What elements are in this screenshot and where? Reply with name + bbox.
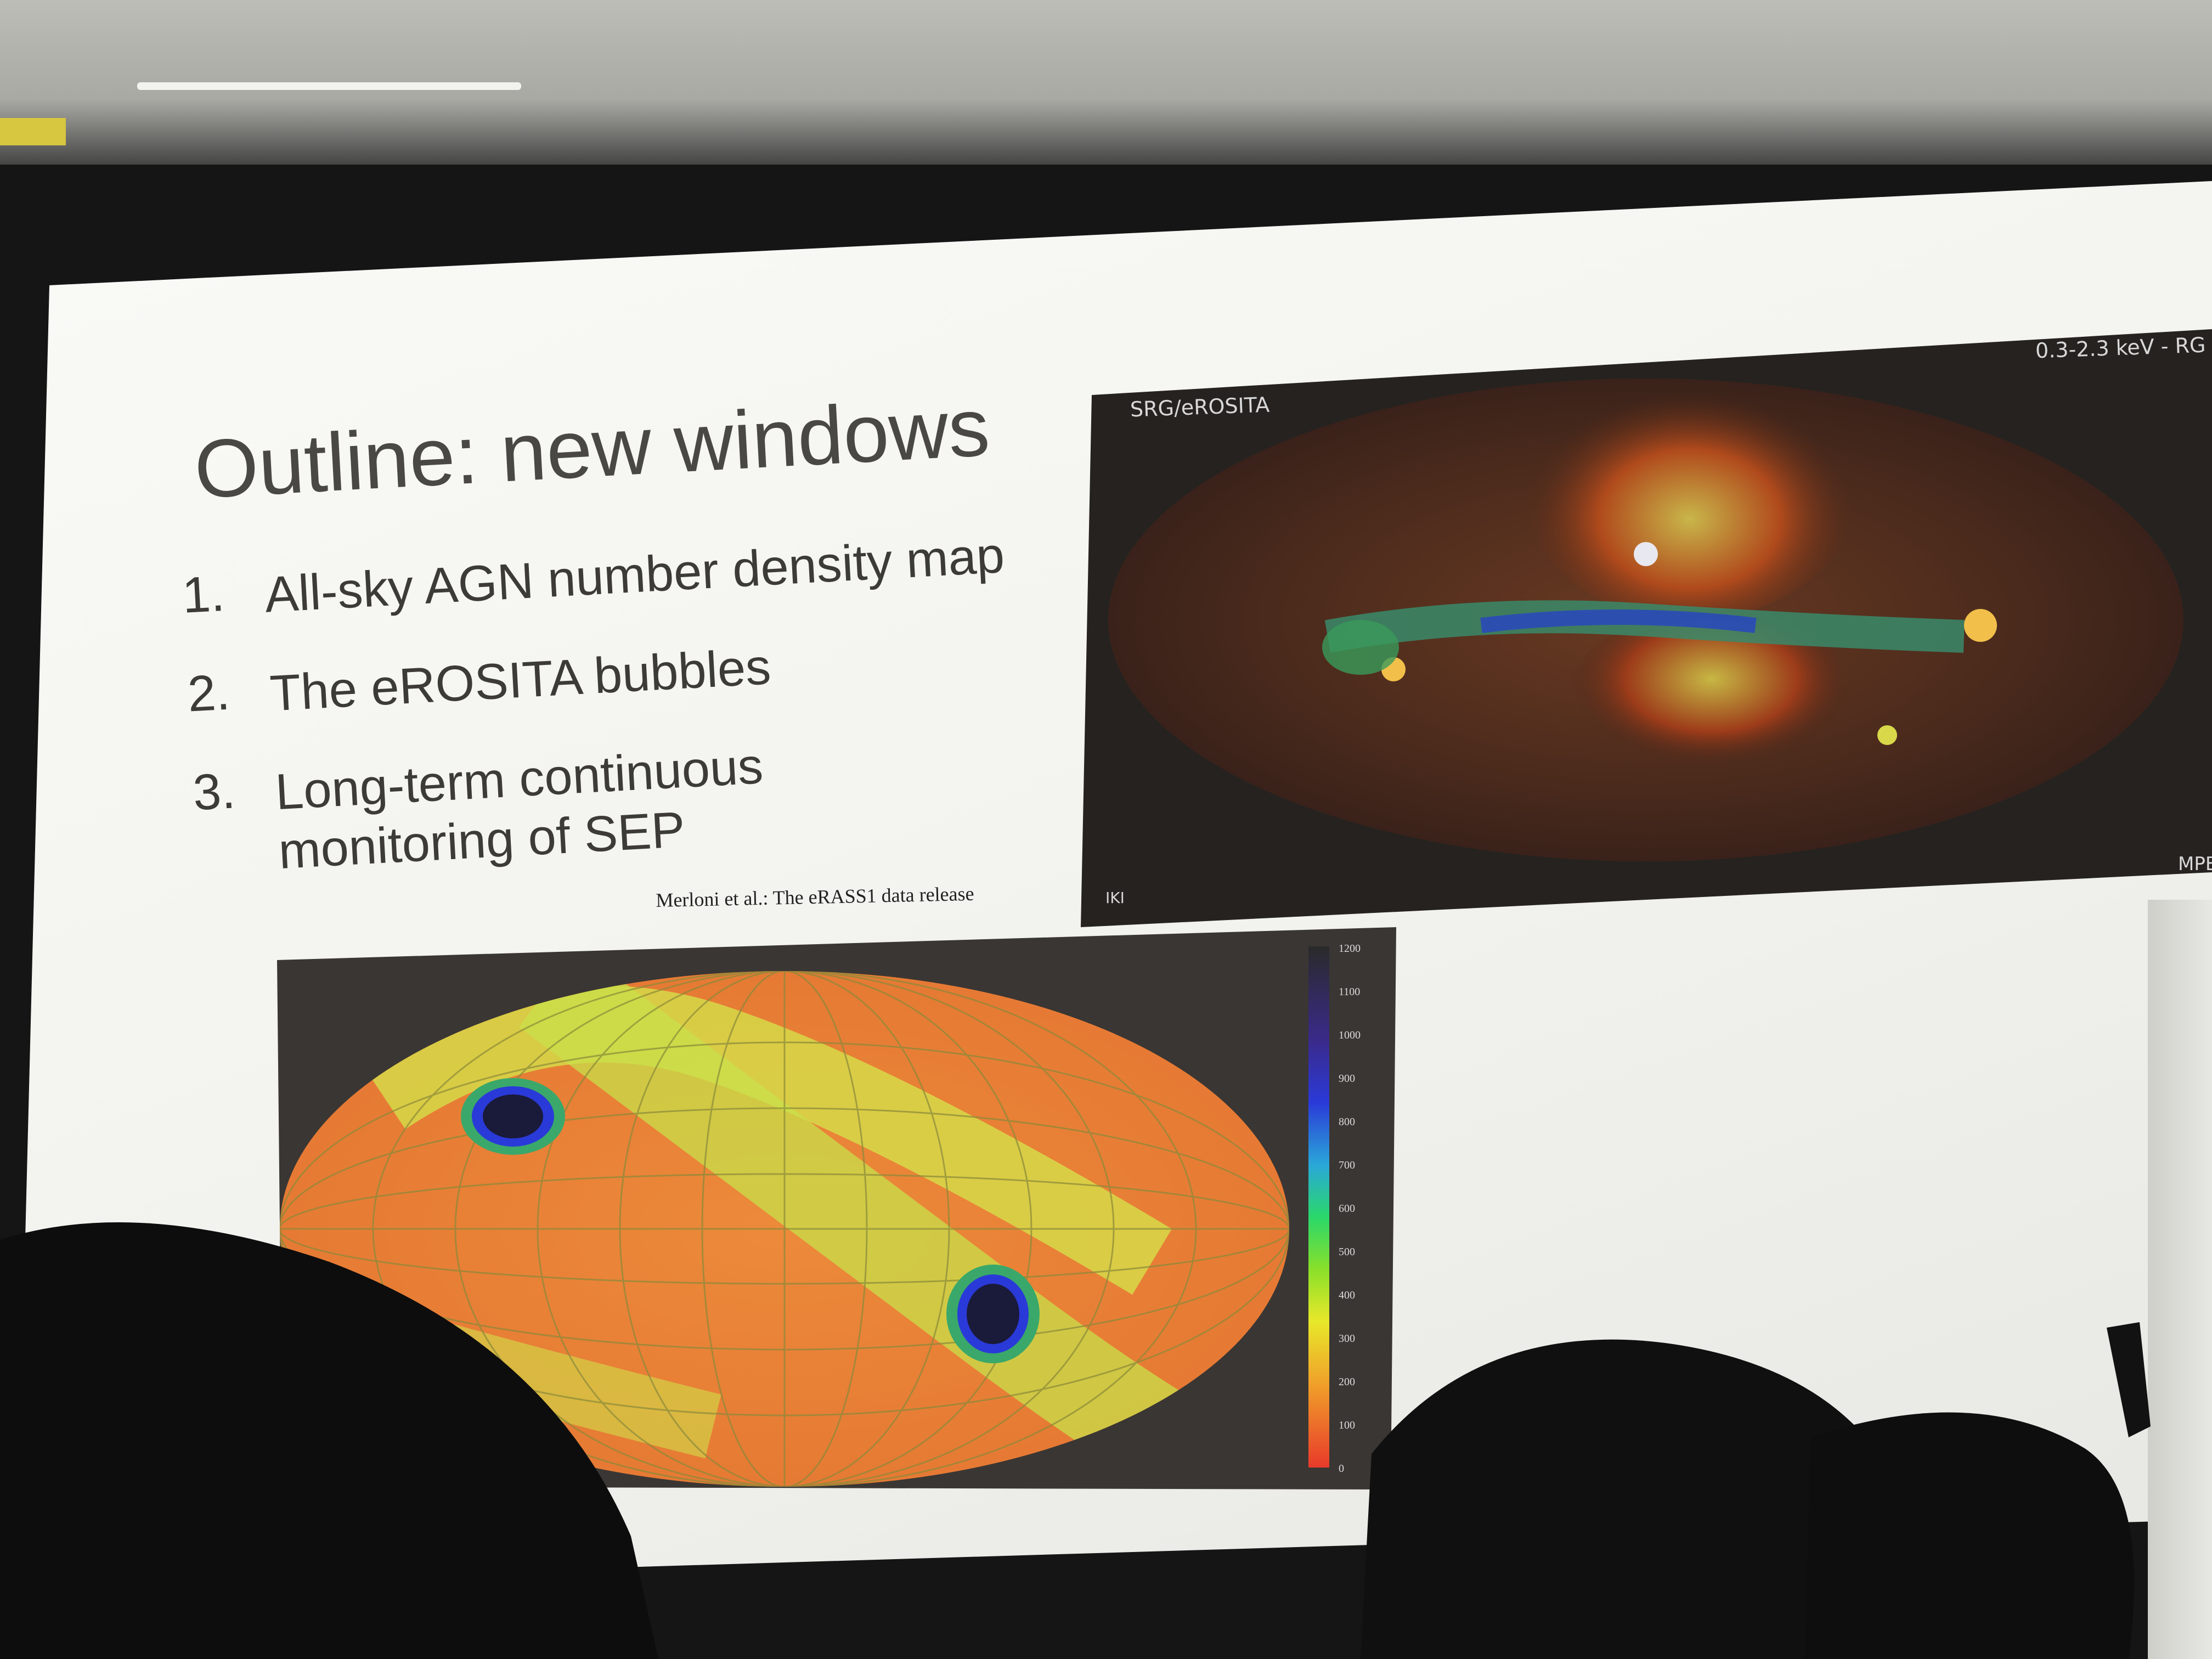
wall-sign bbox=[0, 118, 66, 145]
xray-corner-label: MPE bbox=[2178, 853, 2212, 875]
erosita-bubble-south bbox=[1569, 609, 1854, 785]
audience-head bbox=[1361, 1339, 1920, 1659]
bright-source bbox=[1964, 609, 1997, 642]
colorbar-tick: 900 bbox=[1339, 1073, 1355, 1085]
bright-source bbox=[1877, 725, 1897, 745]
cygnus-region bbox=[1322, 620, 1399, 675]
colorbar-tick: 800 bbox=[1339, 1116, 1355, 1128]
colorbar-tick: 1200 bbox=[1339, 943, 1361, 955]
north-ecliptic-pole-core bbox=[967, 1284, 1019, 1344]
colorbar-tick: 500 bbox=[1339, 1246, 1355, 1258]
colorbar-tick: 300 bbox=[1339, 1333, 1355, 1345]
erosita-bubble-north bbox=[1525, 368, 1854, 620]
audience-head bbox=[1805, 1412, 2134, 1659]
podium-stand bbox=[2148, 900, 2212, 1659]
galactic-center bbox=[1480, 610, 1757, 633]
colorbar-tick: 600 bbox=[1339, 1203, 1355, 1215]
colorbar-tick: 700 bbox=[1339, 1159, 1355, 1171]
south-ecliptic-pole-core bbox=[483, 1094, 543, 1138]
colorbar bbox=[1308, 946, 1329, 1468]
microphone bbox=[2107, 1322, 2151, 1437]
colorbar-tick: 1000 bbox=[1339, 1029, 1361, 1041]
xray-corner-label: IKI bbox=[1105, 889, 1125, 907]
colorbar-tick: 400 bbox=[1339, 1289, 1355, 1301]
colorbar-tick: 200 bbox=[1339, 1376, 1355, 1388]
bright-source bbox=[1634, 542, 1658, 566]
colorbar-tick: 0 bbox=[1339, 1463, 1344, 1475]
ceiling-light bbox=[137, 82, 521, 90]
colorbar-tick: 1100 bbox=[1339, 986, 1361, 998]
colorbar-ticks: 1200 1100 1000 900 800 700 600 500 400 3… bbox=[1339, 943, 1383, 1480]
colorbar-tick: 100 bbox=[1339, 1419, 1355, 1431]
audience-head bbox=[0, 1222, 658, 1659]
